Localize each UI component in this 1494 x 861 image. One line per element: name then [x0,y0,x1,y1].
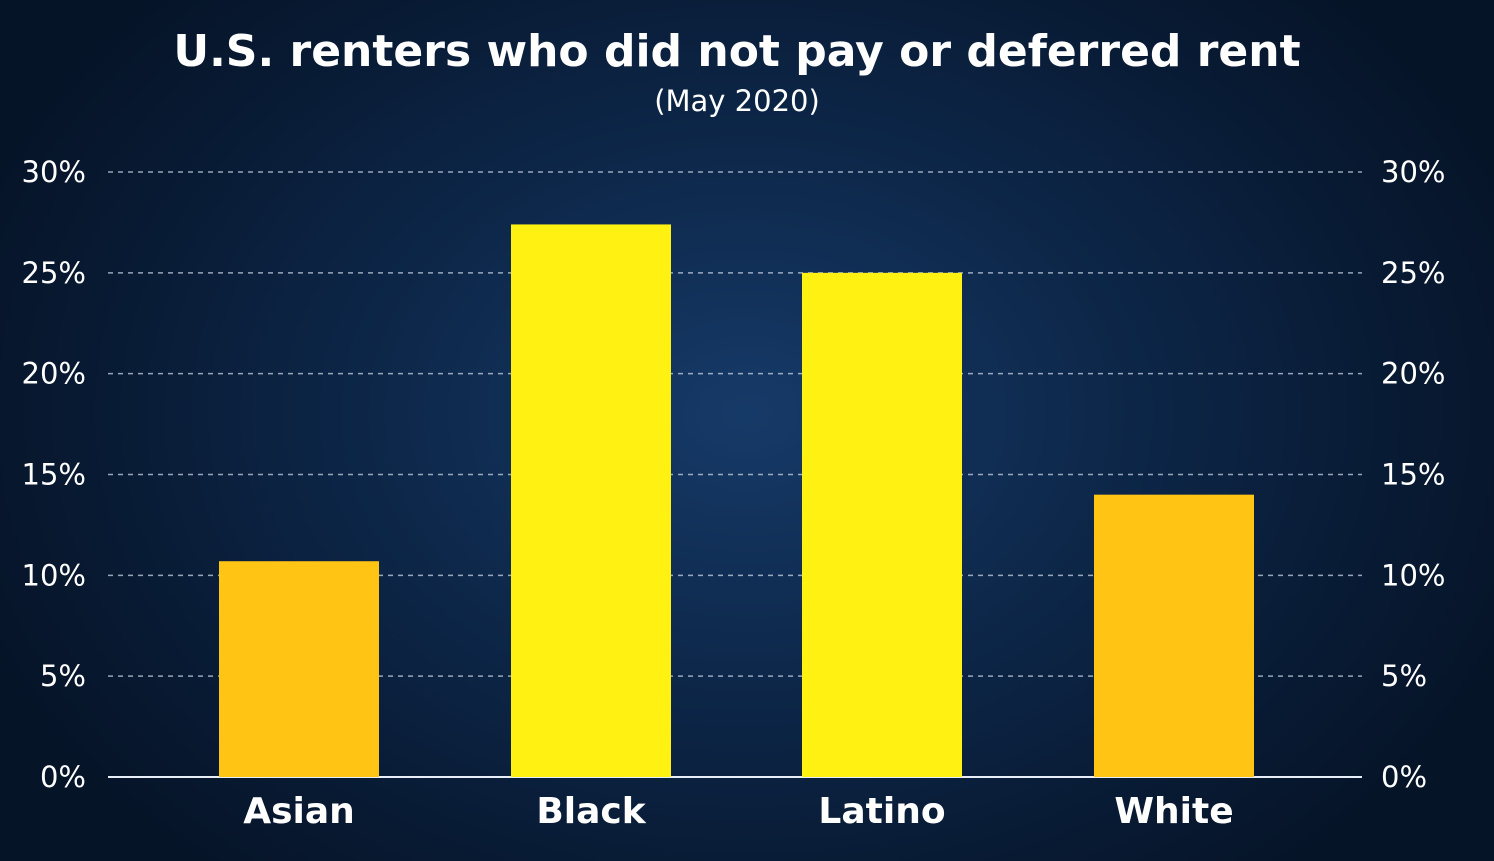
y-tick-label-right: 25% [1381,256,1445,290]
y-tick-label-left: 15% [22,458,86,492]
y-tick-label-left: 5% [40,659,86,693]
y-tick-label-right: 10% [1381,558,1445,592]
chart-subtitle: (May 2020) [654,84,820,118]
x-tick-label: White [1114,791,1233,832]
y-tick-label-right: 5% [1381,659,1427,693]
y-tick-label-left: 0% [40,760,86,794]
x-tick-label: Latino [818,791,945,832]
x-axis: Asian Black Latino White [243,791,1233,832]
y-tick-label-right: 0% [1381,760,1427,794]
bars [219,224,1254,777]
y-tick-label-right: 30% [1381,155,1445,189]
y-tick-label-right: 15% [1381,458,1445,492]
y-axis-right: 0% 5% 10% 15% 20% 25% 30% [1381,155,1445,794]
x-tick-label: Asian [243,791,355,832]
x-tick-label: Black [536,791,646,832]
bar-asian [219,561,379,777]
y-tick-label-left: 30% [22,155,86,189]
y-axis-left: 0% 5% 10% 15% 20% 25% 30% [22,155,86,794]
y-tick-label-left: 25% [22,256,86,290]
y-tick-label-left: 20% [22,357,86,391]
y-tick-label-right: 20% [1381,357,1445,391]
bar-black [511,224,671,777]
bar-white [1094,494,1254,777]
y-tick-label-left: 10% [22,558,86,592]
chart-title: U.S. renters who did not pay or deferred… [173,26,1300,77]
bar-latino [802,272,962,777]
